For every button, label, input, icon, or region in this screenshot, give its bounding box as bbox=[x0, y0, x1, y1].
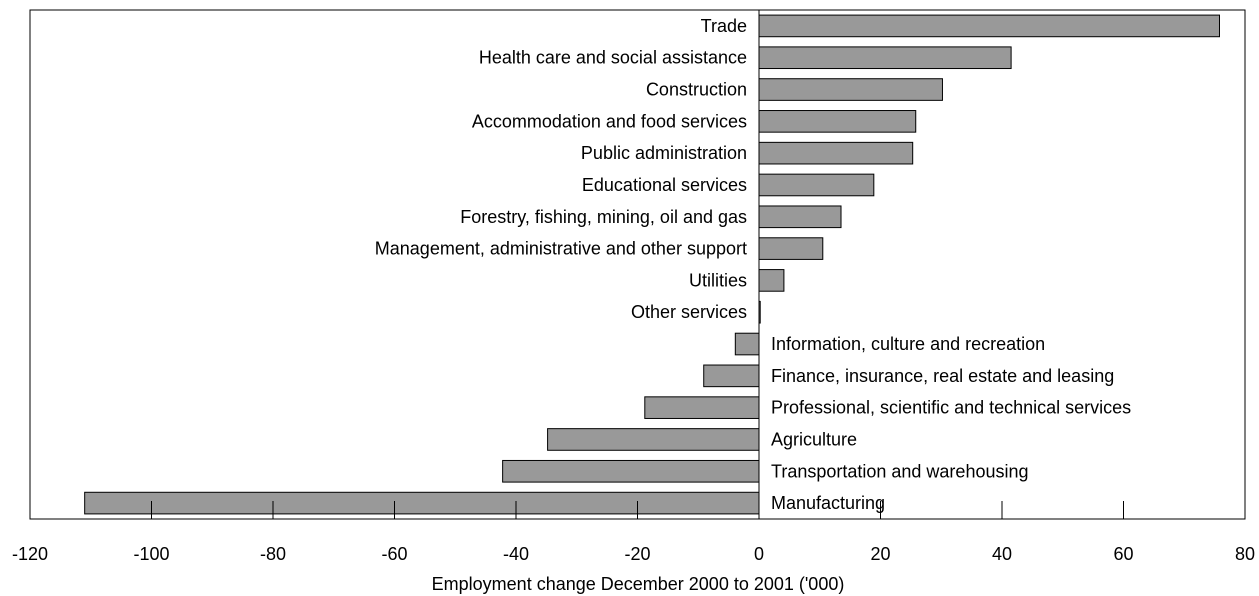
bar-utilities bbox=[758, 269, 785, 292]
category-label-finance-insurance-real-estate-and-leasing: Finance, insurance, real estate and leas… bbox=[771, 366, 1114, 386]
x-tick-label: -20 bbox=[624, 544, 650, 564]
bar-agriculture bbox=[547, 428, 760, 451]
x-ticks-layer: -120 -100 -80 -60 -40 -20 0 20 40 60 80 bbox=[12, 501, 1255, 564]
category-label-educational-services: Educational services bbox=[582, 175, 747, 195]
x-axis-title: Employment change December 2000 to 2001 … bbox=[432, 574, 845, 594]
x-tick-label: 60 bbox=[1113, 544, 1133, 564]
x-tick-label: 40 bbox=[992, 544, 1012, 564]
bar-management-administrative-and-other-support bbox=[758, 237, 824, 260]
bar-educational-services bbox=[758, 173, 875, 197]
category-label-trade: Trade bbox=[701, 16, 747, 36]
category-label-management-administrative-and-other-support: Management, administrative and other sup… bbox=[375, 239, 747, 259]
x-tick-label: -120 bbox=[12, 544, 48, 564]
category-label-transportation-and-warehousing: Transportation and warehousing bbox=[771, 461, 1029, 481]
x-tick-label: 20 bbox=[870, 544, 890, 564]
x-tick-label: 0 bbox=[754, 544, 764, 564]
bar-construction bbox=[758, 78, 943, 101]
x-tick-label: -100 bbox=[133, 544, 169, 564]
category-label-professional-scientific-and-technical-services: Professional, scientific and technical s… bbox=[771, 398, 1131, 418]
bar-health-care-and-social-assistance bbox=[758, 46, 1012, 70]
x-tick-label: 80 bbox=[1235, 544, 1255, 564]
category-label-health-care-and-social-assistance: Health care and social assistance bbox=[479, 48, 747, 68]
bars-layer bbox=[84, 14, 1220, 515]
category-label-utilities: Utilities bbox=[689, 270, 747, 290]
bar-trade bbox=[758, 14, 1220, 38]
category-label-agriculture: Agriculture bbox=[771, 429, 857, 449]
bar-transportation-and-warehousing bbox=[502, 459, 760, 483]
category-label-public-administration: Public administration bbox=[581, 143, 747, 163]
bar-public-administration bbox=[758, 141, 914, 165]
category-label-construction: Construction bbox=[646, 80, 747, 100]
category-label-manufacturing: Manufacturing bbox=[771, 493, 885, 513]
bar-information-culture-and-recreation bbox=[734, 332, 760, 356]
category-labels-layer: Trade Health care and social assistance Co… bbox=[375, 16, 1131, 513]
x-tick-label: -60 bbox=[381, 544, 407, 564]
category-label-forestry-fishing-mining-oil-and-gas: Forestry, fishing, mining, oil and gas bbox=[460, 207, 747, 227]
bar-professional-scientific-and-technical-services bbox=[644, 396, 760, 419]
bar-manufacturing bbox=[84, 491, 760, 515]
x-tick-label: -80 bbox=[260, 544, 286, 564]
bar-accommodation-and-food-services bbox=[758, 110, 917, 133]
bar-forestry-fishing-mining-oil-and-gas bbox=[758, 205, 842, 229]
category-label-information-culture-and-recreation: Information, culture and recreation bbox=[771, 334, 1045, 354]
category-label-accommodation-and-food-services: Accommodation and food services bbox=[472, 111, 747, 131]
bar-finance-insurance-real-estate-and-leasing bbox=[703, 364, 760, 388]
category-label-other-services: Other services bbox=[631, 302, 747, 322]
x-tick-label: -40 bbox=[503, 544, 529, 564]
